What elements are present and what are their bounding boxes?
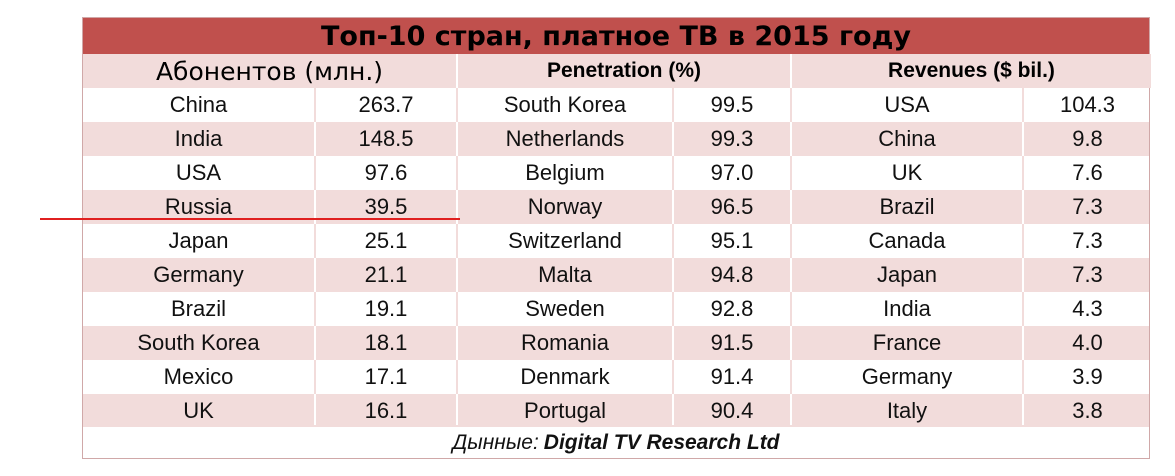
value-cell: 7.3 bbox=[1072, 194, 1103, 219]
table-row: UK 16.1 Portugal 90.4 Italy 3.8 bbox=[83, 394, 1149, 428]
header-subscribers: Абонентов (млн.) bbox=[83, 54, 458, 88]
source-prefix: Дынные: bbox=[452, 430, 539, 454]
country-cell: Norway bbox=[458, 190, 674, 224]
value-cell: 263.7 bbox=[316, 88, 458, 122]
country-cell: Sweden bbox=[458, 292, 674, 326]
table-row: Brazil 19.1 Sweden 92.8 India 4.3 bbox=[83, 292, 1149, 326]
country-cell: Portugal bbox=[458, 394, 674, 428]
value-cell: 3.9 bbox=[1072, 364, 1103, 389]
country-cell: Brazil bbox=[83, 292, 316, 326]
country-cell: Germany bbox=[792, 360, 1024, 394]
country-cell: Brazil bbox=[792, 190, 1024, 224]
value-cell: 94.8 bbox=[674, 258, 792, 292]
table-row: India 148.5 Netherlands 99.3 China 9.8 bbox=[83, 122, 1149, 156]
source-name: Digital TV Research Ltd bbox=[543, 430, 780, 454]
value-cell: 99.3 bbox=[674, 122, 792, 156]
table-title: Топ-10 стран, платное ТВ в 2015 году bbox=[83, 18, 1149, 54]
value-cell: 92.8 bbox=[674, 292, 792, 326]
country-cell: South Korea bbox=[83, 326, 316, 360]
value-cell: 7.3 bbox=[1072, 262, 1103, 287]
country-cell: Canada bbox=[792, 224, 1024, 258]
value-cell: 97.6 bbox=[316, 156, 458, 190]
country-cell: China bbox=[792, 122, 1024, 156]
value-cell: 4.0 bbox=[1072, 330, 1103, 355]
value-cell: 18.1 bbox=[316, 326, 458, 360]
value-cell: 7.6 bbox=[1072, 160, 1103, 185]
country-cell: USA bbox=[83, 156, 316, 190]
country-cell: Switzerland bbox=[458, 224, 674, 258]
value-cell: 21.1 bbox=[316, 258, 458, 292]
source-note: Дынные: Digital TV Research Ltd bbox=[83, 425, 1149, 458]
highlight-line bbox=[40, 218, 460, 220]
country-cell: Denmark bbox=[458, 360, 674, 394]
country-cell: India bbox=[83, 122, 316, 156]
value-cell: 16.1 bbox=[316, 394, 458, 428]
table-row: China 263.7 South Korea 99.5 USA 104.3 bbox=[83, 88, 1149, 122]
value-cell: 7.3 bbox=[1072, 228, 1103, 253]
country-cell: France bbox=[792, 326, 1024, 360]
table-row: USA 97.6 Belgium 97.0 UK 7.6 bbox=[83, 156, 1149, 190]
country-cell: USA bbox=[792, 88, 1024, 122]
country-cell: Netherlands bbox=[458, 122, 674, 156]
value-cell: 4.3 bbox=[1072, 296, 1103, 321]
value-cell: 99.5 bbox=[674, 88, 792, 122]
pay-tv-table: Топ-10 стран, платное ТВ в 2015 году Або… bbox=[82, 17, 1151, 459]
table-row: Germany 21.1 Malta 94.8 Japan 7.3 bbox=[83, 258, 1149, 292]
country-cell: UK bbox=[83, 394, 316, 428]
header-penetration: Penetration (%) bbox=[458, 54, 792, 88]
value-cell: 95.1 bbox=[674, 224, 792, 258]
country-cell: Mexico bbox=[83, 360, 316, 394]
table-row: South Korea 18.1 Romania 91.5 France 4.0 bbox=[83, 326, 1149, 360]
country-cell: Malta bbox=[458, 258, 674, 292]
header-revenues: Revenues ($ bil.) bbox=[792, 54, 1151, 88]
country-cell: Japan bbox=[83, 224, 316, 258]
value-cell: 91.4 bbox=[674, 360, 792, 394]
value-cell: 90.4 bbox=[674, 394, 792, 428]
country-cell: Italy bbox=[792, 394, 1024, 428]
value-cell: 97.0 bbox=[674, 156, 792, 190]
value-cell: 91.5 bbox=[674, 326, 792, 360]
country-cell: Russia bbox=[83, 190, 316, 224]
value-cell: 25.1 bbox=[316, 224, 458, 258]
country-cell: India bbox=[792, 292, 1024, 326]
value-cell: 148.5 bbox=[316, 122, 458, 156]
value-cell: 9.8 bbox=[1072, 126, 1103, 151]
country-cell: Belgium bbox=[458, 156, 674, 190]
country-cell: Romania bbox=[458, 326, 674, 360]
value-cell: 96.5 bbox=[674, 190, 792, 224]
country-cell: Japan bbox=[792, 258, 1024, 292]
country-cell: Germany bbox=[83, 258, 316, 292]
country-cell: China bbox=[83, 88, 316, 122]
value-cell: 39.5 bbox=[316, 190, 458, 224]
table-row: Mexico 17.1 Denmark 91.4 Germany 3.9 bbox=[83, 360, 1149, 394]
country-cell: South Korea bbox=[458, 88, 674, 122]
country-cell: UK bbox=[792, 156, 1024, 190]
value-cell: 19.1 bbox=[316, 292, 458, 326]
value-cell: 17.1 bbox=[316, 360, 458, 394]
table-row: Japan 25.1 Switzerland 95.1 Canada 7.3 bbox=[83, 224, 1149, 258]
value-cell: 3.8 bbox=[1072, 398, 1103, 423]
value-cell: 104.3 bbox=[1059, 92, 1116, 117]
